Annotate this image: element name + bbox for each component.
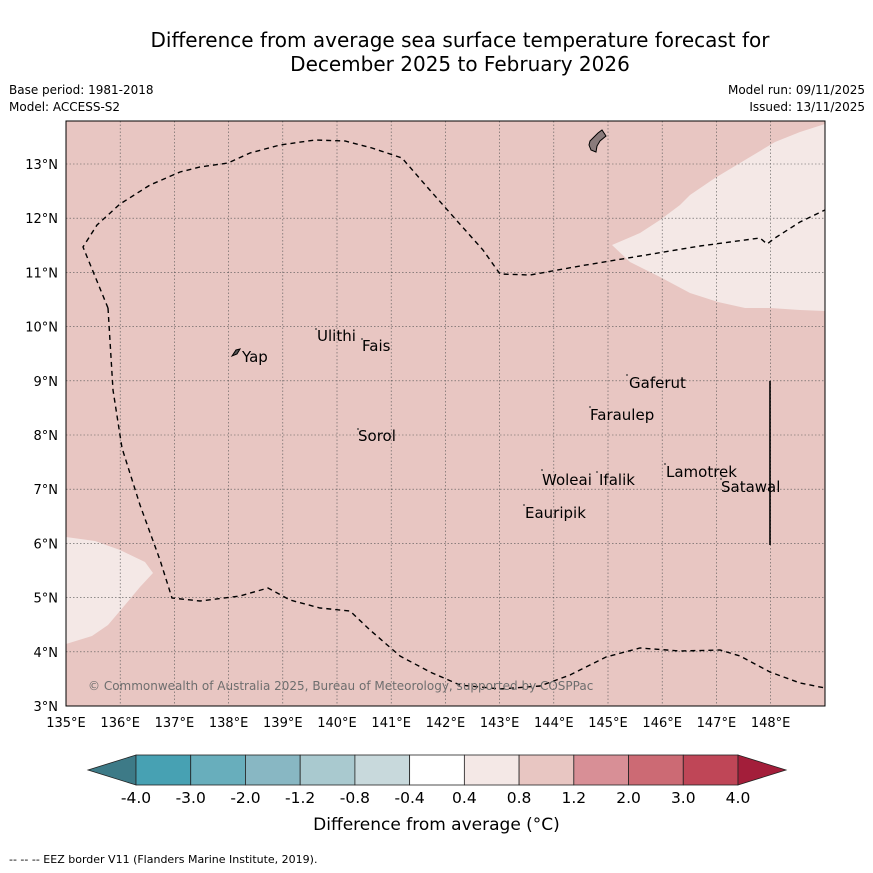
eez-footnote: -- -- -- EEZ border V11 (Flanders Marine… [9,853,318,866]
anomaly-light-ne [612,124,825,311]
colorbar-ticks: -4.0 -3.0 -2.0 -1.2 -0.8 -0.4 0.4 0.8 1.2 2.0 3.0 4… [121,789,750,807]
lat-tick-label: 6°N [34,537,59,552]
colorbar-swatch [190,754,246,786]
eauripik-marker [523,504,525,506]
colorbar-tick-label: 0.8 [507,789,532,807]
lat-tick-label: 4°N [34,646,59,661]
anomaly-light-sw [66,537,153,644]
guam-island [588,129,607,153]
colorbar-swatch [299,754,356,786]
label-ulithi: Ulithi [317,327,356,345]
ifalik-marker [596,471,598,473]
lon-tick-label: 135°E [46,716,86,731]
lon-tick-label: 138°E [209,716,249,731]
ulithi-marker [315,328,317,330]
lon-tick-label: 144°E [534,716,574,731]
colorbar-swatch [245,754,301,786]
meta-right: Model run: 09/11/2025 Issued: 13/11/2025 [728,82,865,116]
colorbar-tick-label: 2.0 [616,789,641,807]
label-sorol: Sorol [358,427,396,445]
lat-tick-label: 10°N [25,321,58,336]
map-title: Difference from average sea surface temp… [130,28,790,76]
colorbar-swatch [409,754,465,786]
lat-tick-label: 5°N [34,592,59,607]
lon-tick-label: 148°E [751,716,791,731]
label-woleai: Woleai [542,471,592,489]
eez-border [82,139,825,690]
colorbar-swatch [135,754,192,786]
latitude-labels: 3°N 4°N 5°N 6°N 7°N 8°N 9°N 10°N 11°N 12°N 13°N [25,158,58,715]
lon-tick-label: 145°E [588,716,628,731]
lon-tick-label: 143°E [480,716,520,731]
colorbar-swatch [354,754,411,786]
colorbar-tick-label: -4.0 [121,789,151,807]
lat-tick-label: 3°N [34,700,59,715]
colorbar [86,754,788,786]
atoll-markers [315,328,722,506]
satawal-marker [720,478,722,480]
colorbar-tick-label: 4.0 [726,789,751,807]
lon-tick-label: 140°E [317,716,357,731]
colorbar-tick-label: -0.8 [340,789,370,807]
colorbar-extend-low [86,754,137,786]
colorbar-tick-label: 0.4 [452,789,477,807]
map-frame [65,120,826,707]
lon-tick-label: 146°E [642,716,682,731]
label-yap: Yap [241,348,268,366]
lat-tick-label: 8°N [34,429,59,444]
lat-tick-label: 13°N [25,158,58,173]
title-line-2: December 2025 to February 2026 [290,52,630,76]
label-eauripik: Eauripik [525,504,586,522]
yap-island [230,348,242,358]
issued-date: Issued: 13/11/2025 [749,100,865,114]
colorbar-swatch [463,754,520,786]
model-run: Model run: 09/11/2025 [727,83,865,97]
colorbar-tick-label: 3.0 [671,789,696,807]
lon-tick-label: 136°E [100,716,140,731]
lon-tick-label: 137°E [155,716,195,731]
longitude-labels: 135°E 136°E 137°E 138°E 139°E 140°E 141°E 142°E… [46,716,790,731]
lon-tick-label: 142°E [426,716,466,731]
copyright-text: © Commonwealth of Australia 2025, Bureau… [88,679,593,693]
colorbar-tick-label: -0.4 [395,789,425,807]
label-gaferut: Gaferut [629,374,686,392]
colorbar-swatch [518,754,575,786]
eez-border-west [107,307,825,690]
label-faraulep: Faraulep [590,406,654,424]
lon-tick-label: 139°E [263,716,303,731]
lat-tick-label: 7°N [34,483,59,498]
colorbar-swatch [573,754,629,786]
colorbar-label: Difference from average (°C) [313,815,560,835]
label-ifalik: Ifalik [599,471,635,489]
lat-tick-label: 12°N [25,212,58,227]
meta-left: Base period: 1981-2018 Model: ACCESS-S2 [9,82,154,116]
colorbar-swatch [628,754,684,786]
label-lamotrek: Lamotrek [666,463,737,481]
colorbar-tick-label: 1.2 [561,789,586,807]
fais-marker [361,338,363,340]
lon-tick-label: 147°E [697,716,737,731]
colorbar-tick-label: -2.0 [230,789,260,807]
colorbar-swatch [682,754,739,786]
colorbar-extend-high [737,754,788,786]
lat-tick-label: 11°N [25,266,58,281]
place-labels: Yap Ulithi Fais Sorol Gaferut Faraulep W… [241,327,780,522]
model-name: Model: ACCESS-S2 [9,100,121,114]
faraulep-marker [589,406,591,408]
colorbar-tick-label: -1.2 [285,789,315,807]
sorol-marker [357,428,359,430]
label-fais: Fais [362,337,391,355]
title-line-1: Difference from average sea surface temp… [150,28,770,52]
lon-tick-label: 141°E [371,716,411,731]
lamotrek-marker [664,463,666,465]
gaferut-marker [626,374,628,376]
label-satawal: Satawal [721,478,780,496]
colorbar-tick-label: -3.0 [176,789,206,807]
lat-tick-label: 9°N [34,375,59,390]
woleai-marker [541,469,543,471]
base-period: Base period: 1981-2018 [9,83,154,97]
